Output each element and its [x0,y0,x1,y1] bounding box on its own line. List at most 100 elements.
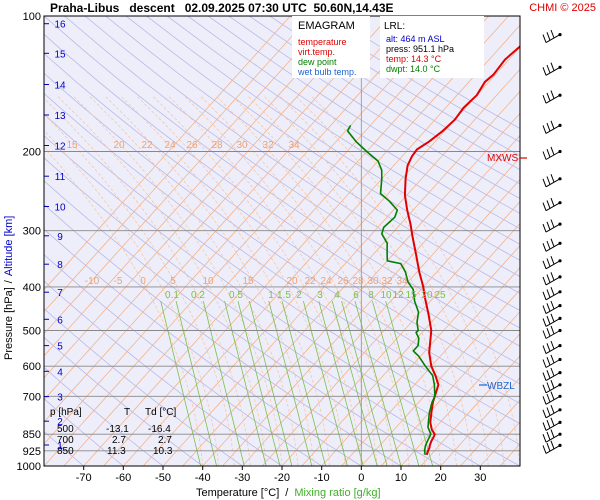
altitude-tick-label: 14 [54,81,66,92]
wind-barb-dot [558,344,562,348]
wind-barb-staff [545,372,561,382]
table-cell: -16.4 [148,424,171,435]
wind-barb-flag [550,313,555,322]
wind-barb-flag [546,122,551,132]
table-cell: -13.1 [106,424,129,435]
wind-barb-flag [550,380,555,389]
altitude-tick-label: 7 [57,288,63,299]
wind-barb-flag [546,240,551,250]
wind-barb-flag [546,431,551,441]
wind-barb-dot [558,123,562,127]
wind-barb-flag [550,405,555,414]
wind-barb-flag [550,174,555,183]
altitude-tick-label: 15 [54,49,66,60]
x-tick-label: -70 [76,472,92,484]
wind-barb-flag [542,125,547,134]
wind-barb-dot [558,201,562,205]
wind-barb [542,29,562,44]
wind-barb [542,391,562,405]
legend-title: EMAGRAM [298,20,355,32]
wbzl-label: WBZL [487,381,515,392]
mixing-ratio-line [331,300,378,466]
moist-adiabat [151,94,362,466]
mixing-ratio-line [160,301,202,466]
wind-barb-dot [558,304,562,308]
wind-barb [542,429,562,443]
wind-barb-staff [545,409,561,419]
wind-barb [542,287,562,301]
legend-item-virt-temp: virt.temp. [298,47,335,57]
wind-barb-flag [546,64,551,74]
wind-barb-flag [550,29,555,39]
isotherm-label: 34 [288,140,300,151]
moist-adiabats [44,94,520,466]
wind-barb-flag [542,372,547,381]
wind-barb-flag [550,367,555,377]
sounding-series [346,45,520,456]
wind-barb-flag [550,391,555,400]
dry-adiabat [64,16,520,329]
xlabel-mixing: Mixing ratio [g/kg] [294,487,380,499]
wind-barb-dot [558,357,562,362]
wind-barb-dot [558,222,562,226]
lrl-temperature: temp: 14.3 °C [386,54,442,64]
isotherm-label: 24 [164,140,176,151]
levels-table: p [hPa] T Td [°C] 500 -13.1 -16.4 700 2.… [50,407,176,457]
altitude-tick-label: 1 [57,441,63,452]
wind-panel-background [520,16,600,466]
isotherm-label: 15 [66,140,78,151]
lrl-dewpoint: dwpt: 14.0 °C [386,64,441,74]
isotherm-label: 26 [337,276,349,287]
moist-adiabat [310,94,520,466]
mixing-ratio-line [341,300,388,466]
mixing-ratio-line [303,300,348,466]
wind-barb-flag [550,256,555,265]
x-tick-label: 10 [395,472,407,484]
dry-adiabat [125,16,520,278]
x-tick-label: 30 [474,472,486,484]
wind-barb-dot [558,149,562,154]
wind-barb-flag [546,149,551,158]
mixing-ratio-label: 20 [421,290,433,301]
wind-barb [542,354,562,368]
wind-barb-flag [550,417,555,426]
wind-barb-flag [542,291,547,300]
wind-barb-staff [545,151,561,160]
isotherm-label: 10 [202,276,214,287]
isotherm-label: 22 [304,276,316,287]
moist-adiabat [262,94,473,466]
isotherm-label: -5 [114,276,123,287]
wind-barb-flag [550,287,555,296]
wind-barb-flag [542,445,547,454]
lrl-title: LRL: [384,21,405,32]
mixing-ratio-label: 15 [405,290,417,301]
isotherm [44,16,370,379]
wind-barb-flag [546,442,551,452]
moist-adiabat [44,113,235,466]
wind-barb [542,146,562,160]
mixing-ratio-line [318,300,364,466]
wind-barb-flag [550,197,555,207]
wind-barb-flag [550,429,555,438]
dry-adiabat [44,53,520,385]
legend-item-temperature: temperature [298,37,347,47]
pressure-tick-label: 300 [23,226,41,238]
legend-item-wet-bulb: wet bulb temp. [297,67,357,77]
legend-item-dew-point: dew point [298,57,337,67]
table-cell: 11.3 [107,446,126,457]
wind-barb-dot [558,420,562,424]
wind-barb-dot [558,290,562,294]
wind-barb [542,197,562,212]
wind-barb-flag [542,434,547,443]
wind-barb [542,417,562,431]
mixing-ratio-line [237,301,281,466]
mixing-ratio-lines [160,300,434,466]
wind-barb-flag [550,90,555,99]
mixing-ratio-label: 0.1 [165,290,179,301]
wind-barb-dot [558,383,562,387]
wind-barb [542,174,562,188]
wind-barb-dot [558,371,562,375]
wind-barb-flag [542,409,547,418]
mixing-ratio-label: 3 [317,290,323,301]
